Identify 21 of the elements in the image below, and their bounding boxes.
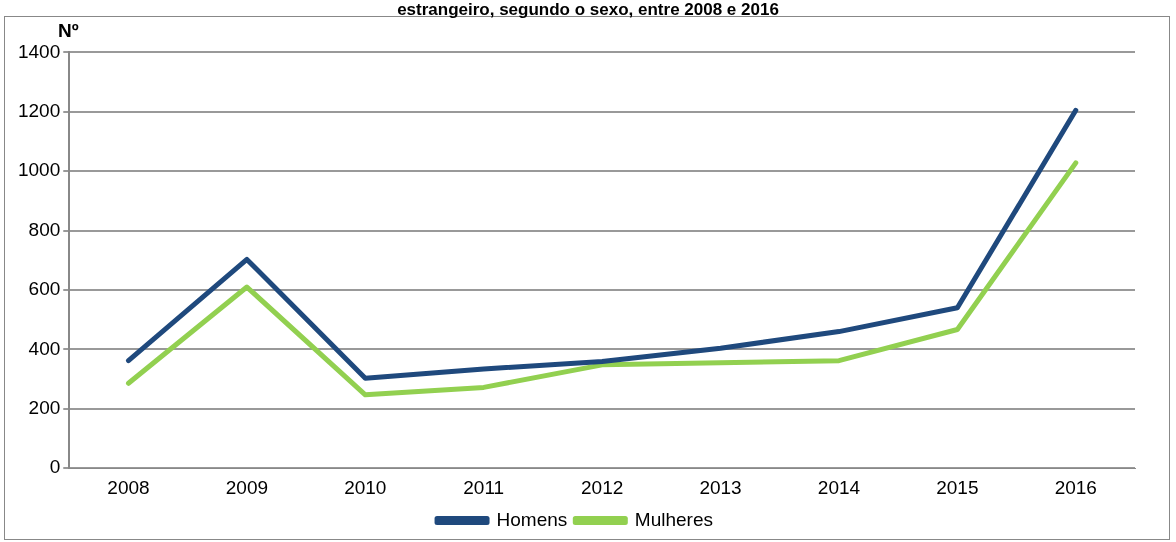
y-tick-label: 600 [28,278,61,300]
legend-label: Homens [496,508,568,530]
x-tick-label: 2011 [463,476,505,498]
legend-label: Mulheres [634,508,713,530]
y-tick-label: 400 [28,337,61,359]
x-tick-label: 2015 [936,476,979,498]
x-tick-label: 2010 [344,476,387,498]
x-tick-label: 2013 [699,476,742,498]
y-tick-label: 800 [28,218,61,240]
x-tick-label: 2012 [580,476,624,498]
y-tick-label: 200 [28,397,61,419]
y-tick-label: 1200 [17,100,61,122]
x-tick-label: 2009 [225,476,269,498]
x-tick-label: 2014 [817,476,861,498]
y-tick-label: 1000 [17,159,61,181]
y-tick-label: 0 [49,456,61,478]
x-tick-label: 2008 [107,476,150,498]
y-axis-title: Nº [58,20,79,42]
x-tick-label: 2016 [1054,476,1097,498]
y-tick-label: 1400 [17,40,61,62]
chart-title: estrangeiro, segundo o sexo, entre 2008 e 2016 [396,0,780,20]
